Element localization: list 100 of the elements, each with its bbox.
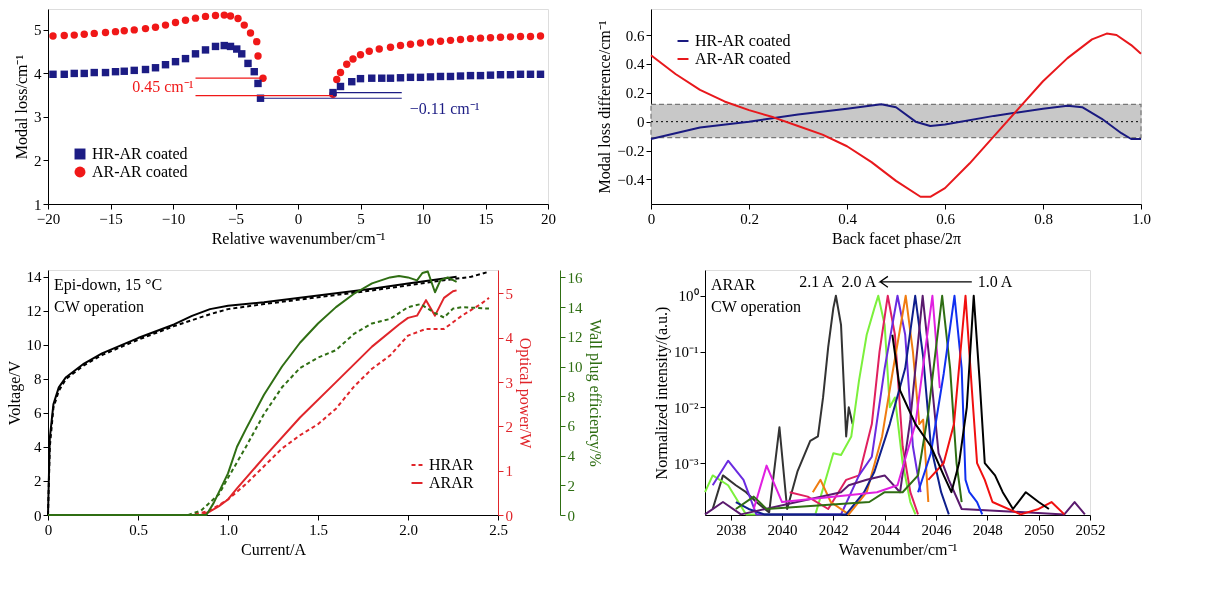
x-tick-label: 1.5 — [309, 521, 328, 538]
point — [246, 29, 255, 37]
y-axis-title: Normalized intensity/(a.u.) — [653, 306, 671, 480]
point — [161, 21, 170, 29]
annotation: −0.11 cm⁻¹ — [409, 100, 480, 118]
point — [336, 68, 345, 77]
y-tick-label: 2 — [34, 473, 42, 490]
point — [254, 52, 262, 60]
annotation: CW operation — [711, 298, 801, 316]
legend-label: AR-AR coated — [695, 50, 791, 67]
y3-tick-label: 4 — [567, 448, 576, 465]
point — [426, 73, 435, 81]
annotation: 2.0 A — [841, 272, 877, 290]
y3-tick-label: 16 — [567, 269, 583, 286]
point — [220, 11, 228, 19]
point — [141, 24, 150, 33]
point — [211, 11, 220, 20]
annotation: 2.1 A — [799, 272, 835, 290]
y3-tick-label: 14 — [567, 299, 583, 316]
annotation: 0.45 cm⁻¹ — [132, 77, 194, 95]
y-tick-label: 4 — [34, 439, 42, 456]
x-axis-title: Wavenumber/cm⁻¹ — [838, 540, 958, 558]
point — [120, 27, 128, 35]
y3-axis-title: Wall plug efficiency/% — [585, 319, 604, 467]
point — [365, 47, 373, 55]
y2-tick-label: 0 — [505, 507, 513, 524]
y3-tick-label: 10 — [567, 359, 583, 376]
legend-label: HRAR — [429, 456, 474, 473]
y-tick-label: 0.4 — [625, 56, 645, 73]
point — [466, 34, 475, 43]
y-tick-label: 0.6 — [625, 27, 645, 44]
y3-tick-label: 2 — [567, 477, 575, 494]
point — [386, 43, 395, 51]
point — [486, 34, 495, 42]
x-tick-label: −15 — [99, 210, 123, 227]
point — [536, 32, 545, 40]
point — [253, 37, 261, 46]
y-tick-label: 10⁰ — [678, 288, 699, 305]
y-tick-label: 4 — [34, 65, 42, 82]
x-tick-label: 0 — [647, 210, 656, 227]
line-series — [711, 294, 854, 514]
point — [375, 45, 383, 53]
y-axis-title: Voltage/V — [5, 360, 24, 426]
x-tick-label: 10 — [416, 210, 431, 227]
point — [254, 79, 262, 88]
point — [368, 74, 376, 82]
x-tick-label: −10 — [161, 210, 186, 227]
y-tick-label: −0.4 — [617, 171, 645, 188]
point — [378, 74, 386, 82]
line-series — [811, 294, 930, 516]
x-tick-label: 20 — [541, 210, 556, 227]
y2-tick-label: 5 — [505, 285, 513, 302]
annotation: Epi-down, 15 °C — [54, 276, 163, 294]
line-series — [927, 294, 1066, 516]
x-tick-label: 0.2 — [740, 210, 759, 227]
x-tick-label: 2048 — [972, 521, 1003, 538]
point — [343, 60, 351, 68]
y-tick-label: 6 — [34, 405, 42, 422]
x-tick-label: 2052 — [1075, 521, 1106, 538]
y-tick-label: 5 — [34, 22, 42, 39]
point — [238, 50, 246, 58]
point — [111, 27, 120, 36]
x-tick-label: 2042 — [818, 521, 849, 538]
y3-tick-label: 6 — [567, 418, 576, 435]
x-tick-label: 0.8 — [1034, 210, 1053, 227]
point — [406, 40, 415, 48]
x-tick-label: 0 — [294, 210, 303, 227]
y2-tick-label: 2 — [505, 418, 513, 435]
x-tick-label: 2040 — [767, 521, 798, 538]
point — [60, 31, 68, 40]
y-tick-label: 1 — [34, 196, 42, 213]
x-tick-label: 5 — [357, 210, 365, 227]
legend-label: HR-AR coated — [92, 145, 188, 162]
x-axis-title: Back facet phase/2π — [832, 229, 961, 248]
point — [486, 71, 495, 79]
point — [426, 38, 435, 46]
x-tick-label: −5 — [228, 210, 244, 227]
y3-tick-label: 8 — [567, 388, 575, 405]
point — [49, 32, 57, 40]
y-tick-label: 3 — [34, 109, 42, 126]
y-tick-label: 10⁻² — [674, 399, 699, 416]
line-series — [650, 32, 1142, 198]
x-tick-label: 2050 — [1024, 521, 1055, 538]
point — [476, 34, 485, 42]
y2-tick-label: 3 — [505, 374, 513, 391]
y3-tick-label: 12 — [567, 329, 583, 346]
point — [90, 29, 98, 38]
y-tick-label: 0 — [637, 114, 645, 131]
point — [181, 16, 190, 25]
point — [416, 39, 425, 47]
y-tick-label: 0.2 — [625, 85, 645, 102]
y2-axis-title: Optical power/W — [516, 337, 534, 450]
x-axis-title: Current/A — [241, 540, 307, 558]
point — [436, 37, 445, 45]
y-tick-label: 2 — [34, 152, 42, 169]
y-tick-label: −0.2 — [617, 143, 645, 160]
point — [526, 32, 535, 41]
point — [240, 21, 248, 29]
point — [201, 46, 210, 54]
y-tick-label: 8 — [34, 371, 42, 388]
